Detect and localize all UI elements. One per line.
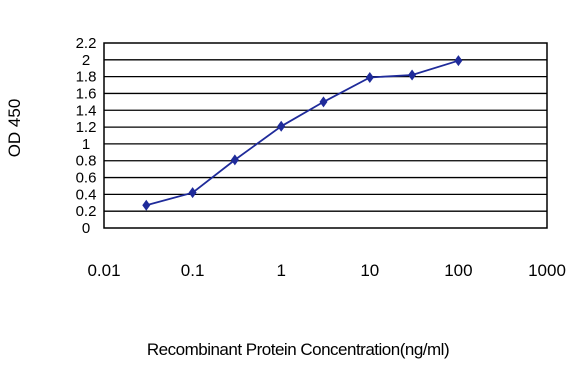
data-point (365, 71, 374, 83)
series-layer (142, 55, 463, 211)
x-tick-label: 1 (276, 261, 285, 280)
x-axis-title: Recombinant Protein Concentration(ng/ml) (147, 340, 449, 359)
series-line (146, 59, 459, 207)
data-point (408, 69, 417, 81)
y-tick-label: 2 (82, 52, 90, 69)
y-axis-ticks: 00.20.40.60.811.21.41.61.822.2 (76, 35, 97, 237)
x-tick-label: 1000 (528, 261, 566, 280)
x-axis-ticks: 0.01 0.1 1 10 100 1000 (87, 261, 565, 280)
data-point (319, 96, 328, 108)
y-tick-label: 1.8 (76, 69, 97, 86)
y-tick-label: 2.2 (76, 35, 97, 52)
data-point (277, 120, 286, 132)
y-tick-label: 1.6 (76, 85, 97, 102)
data-point (142, 199, 151, 211)
data-point (188, 187, 197, 199)
x-tick-label: 0.1 (181, 261, 205, 280)
data-point (230, 154, 239, 166)
x-tick-label: 0.01 (87, 261, 120, 280)
y-axis-title: OD 450 (5, 99, 24, 158)
y-tick-label: 0.8 (76, 153, 97, 170)
plot-area (103, 42, 548, 229)
y-tick-label: 1.4 (76, 102, 97, 119)
plot-border (103, 42, 548, 229)
data-point (454, 55, 463, 67)
x-tick-label: 10 (360, 261, 379, 280)
x-tick-label: 100 (444, 261, 472, 280)
y-tick-label: 0 (82, 220, 90, 237)
y-tick-label: 1.2 (76, 119, 97, 136)
y-tick-label: 0.6 (76, 170, 97, 187)
gridlines (104, 59, 547, 212)
y-tick-label: 0.2 (76, 203, 97, 220)
y-tick-label: 1 (82, 136, 90, 153)
y-tick-label: 0.4 (76, 186, 97, 203)
